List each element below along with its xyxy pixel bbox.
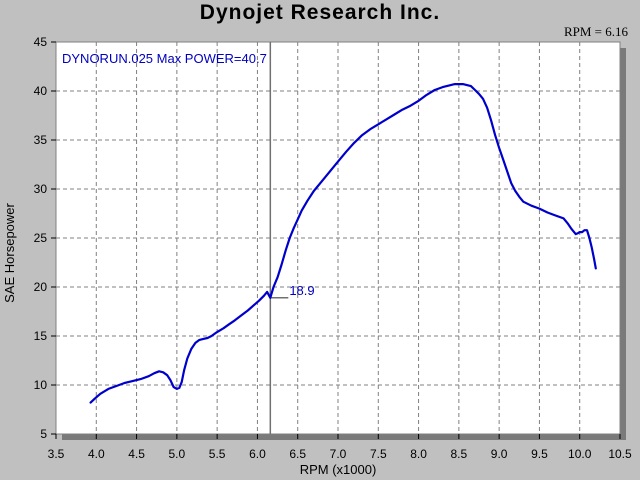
x-tick-label: 4.5 [128,447,145,461]
y-tick-label: 15 [34,329,48,343]
x-tick-label: 5.5 [209,447,226,461]
x-tick-label: 10.0 [568,447,592,461]
x-axis-title: RPM (x1000) [300,462,377,477]
x-tick-label: 5.0 [169,447,186,461]
x-tick-label: 6.5 [289,447,306,461]
y-axis-ticks: 5 10 15 20 25 30 35 40 45 [34,35,56,441]
y-tick-label: 45 [34,35,48,49]
x-tick-label: 4.0 [88,447,105,461]
chart-title: Dynojet Research Inc. [199,1,441,24]
grid-lines [56,42,620,434]
x-tick-label: 9.5 [531,447,548,461]
cursor-value-label: 18.9 [289,283,314,298]
x-tick-label: 8.0 [410,447,427,461]
y-tick-label: 40 [34,84,48,98]
y-tick-label: 10 [34,378,48,392]
x-tick-label: 6.0 [249,447,266,461]
y-tick-label: 30 [34,182,48,196]
x-tick-label: 8.5 [451,447,468,461]
x-tick-label: 7.0 [330,447,347,461]
x-tick-label: 9.0 [491,447,508,461]
run-label: DYNORUN.025 Max POWER=40.7 [62,51,267,66]
x-tick-label: 7.5 [370,447,387,461]
series-line-hp [89,82,597,404]
y-tick-label: 20 [34,280,48,294]
cursor: 18.9 [269,42,315,434]
x-tick-label: 3.5 [48,447,65,461]
cursor-rpm-readout: RPM = 6.16 [563,24,628,39]
y-tick-label: 5 [40,427,47,441]
y-tick-label: 35 [34,133,48,147]
y-axis-title: SAE Horsepower [2,202,17,302]
x-tick-label: 10.5 [608,447,632,461]
y-tick-label: 25 [34,231,48,245]
x-axis-ticks: 3.5 4.0 4.5 5.0 5.5 6.0 6.5 7.0 7.5 8.0 8.5 9.0 9.5 1… [48,434,632,461]
